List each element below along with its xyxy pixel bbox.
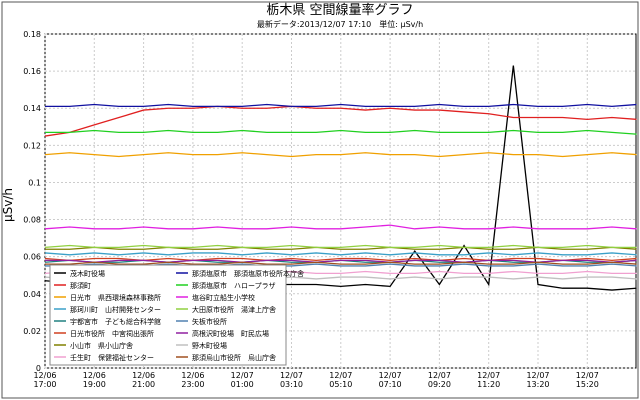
series-line	[44, 252, 637, 256]
legend-label: 那須塩原市 ハロープラザ	[192, 281, 276, 290]
x-tick-label: 12/07 07:10	[378, 371, 402, 389]
x-tick-label: 12/07 15:20	[575, 371, 599, 389]
legend-label: 那珂川町 山村開発センター	[70, 305, 161, 314]
legend-label: 那須町	[70, 281, 91, 290]
legend-label: 大田原市役所 湯津上庁舎	[192, 305, 276, 314]
legend-label: 茂木町役場	[70, 269, 105, 278]
y-axis-label: μSv/h	[1, 188, 15, 222]
legend-label: 宇都宮市 子ども総合科学館	[70, 317, 161, 326]
series-line	[45, 103, 637, 108]
y-tick-label: 0.14	[23, 104, 41, 113]
series-line	[44, 152, 637, 158]
y-tick-label: 0.08	[23, 216, 41, 225]
legend-label: 日光市役所 中宮祠出張所	[70, 329, 154, 338]
series-line	[44, 224, 637, 230]
x-tick-label: 12/06 17:00	[33, 371, 57, 389]
series-line	[44, 105, 637, 137]
y-tick-label: 0.02	[23, 327, 41, 336]
legend-label: 那須烏山市役所 烏山庁舎	[192, 353, 276, 362]
chart-title: 栃木県 空間線量率グラフ	[266, 2, 413, 18]
legend-label: 矢板市役所	[192, 317, 227, 326]
y-tick-label: 0.04	[23, 290, 41, 299]
y-tick-label: 0	[36, 364, 41, 373]
legend-label: 壬生町 保健福祉センター	[70, 353, 154, 362]
x-tick-label: 12/07 13:20	[526, 371, 550, 389]
x-tick-label: 12/07 09:20	[427, 371, 451, 389]
legend-label: 高根沢町役場 町民広場	[192, 329, 269, 338]
x-tick-label: 12/06 21:00	[132, 371, 156, 389]
chart-subtitle: 最新データ:2013/12/07 17:10 単位: μSv/h	[257, 19, 423, 29]
series-line	[45, 261, 637, 265]
x-tick-label: 12/07 01:00	[230, 371, 254, 389]
x-tick-label: 12/07 05:10	[329, 371, 353, 389]
legend-box	[49, 264, 287, 366]
y-tick-label: 0.16	[23, 67, 41, 76]
series-line	[45, 129, 637, 135]
x-tick-label: 12/06 23:00	[181, 371, 205, 389]
legend-label: 塩谷町立船生小学校	[192, 293, 255, 302]
x-tick-label: 12/07 11:20	[477, 371, 501, 389]
y-tick-label: 0.12	[23, 141, 41, 150]
legend-label: 野木町役場	[192, 341, 227, 350]
y-tick-label: 0.06	[23, 253, 41, 262]
y-tick-label: 0.18	[23, 30, 41, 39]
legend-label: 那須塩原市 那須塩原市役所本庁舎	[192, 269, 304, 278]
series-line	[44, 244, 637, 249]
legend-label: 日光市 県西環境森林事務所	[70, 293, 161, 302]
x-tick-label: 12/07 03:10	[279, 371, 304, 389]
legend-label: 小山市 県小山庁舎	[70, 341, 133, 350]
x-tick-label: 12/06 19:00	[82, 371, 106, 389]
y-tick-label: 0.1	[28, 178, 41, 187]
